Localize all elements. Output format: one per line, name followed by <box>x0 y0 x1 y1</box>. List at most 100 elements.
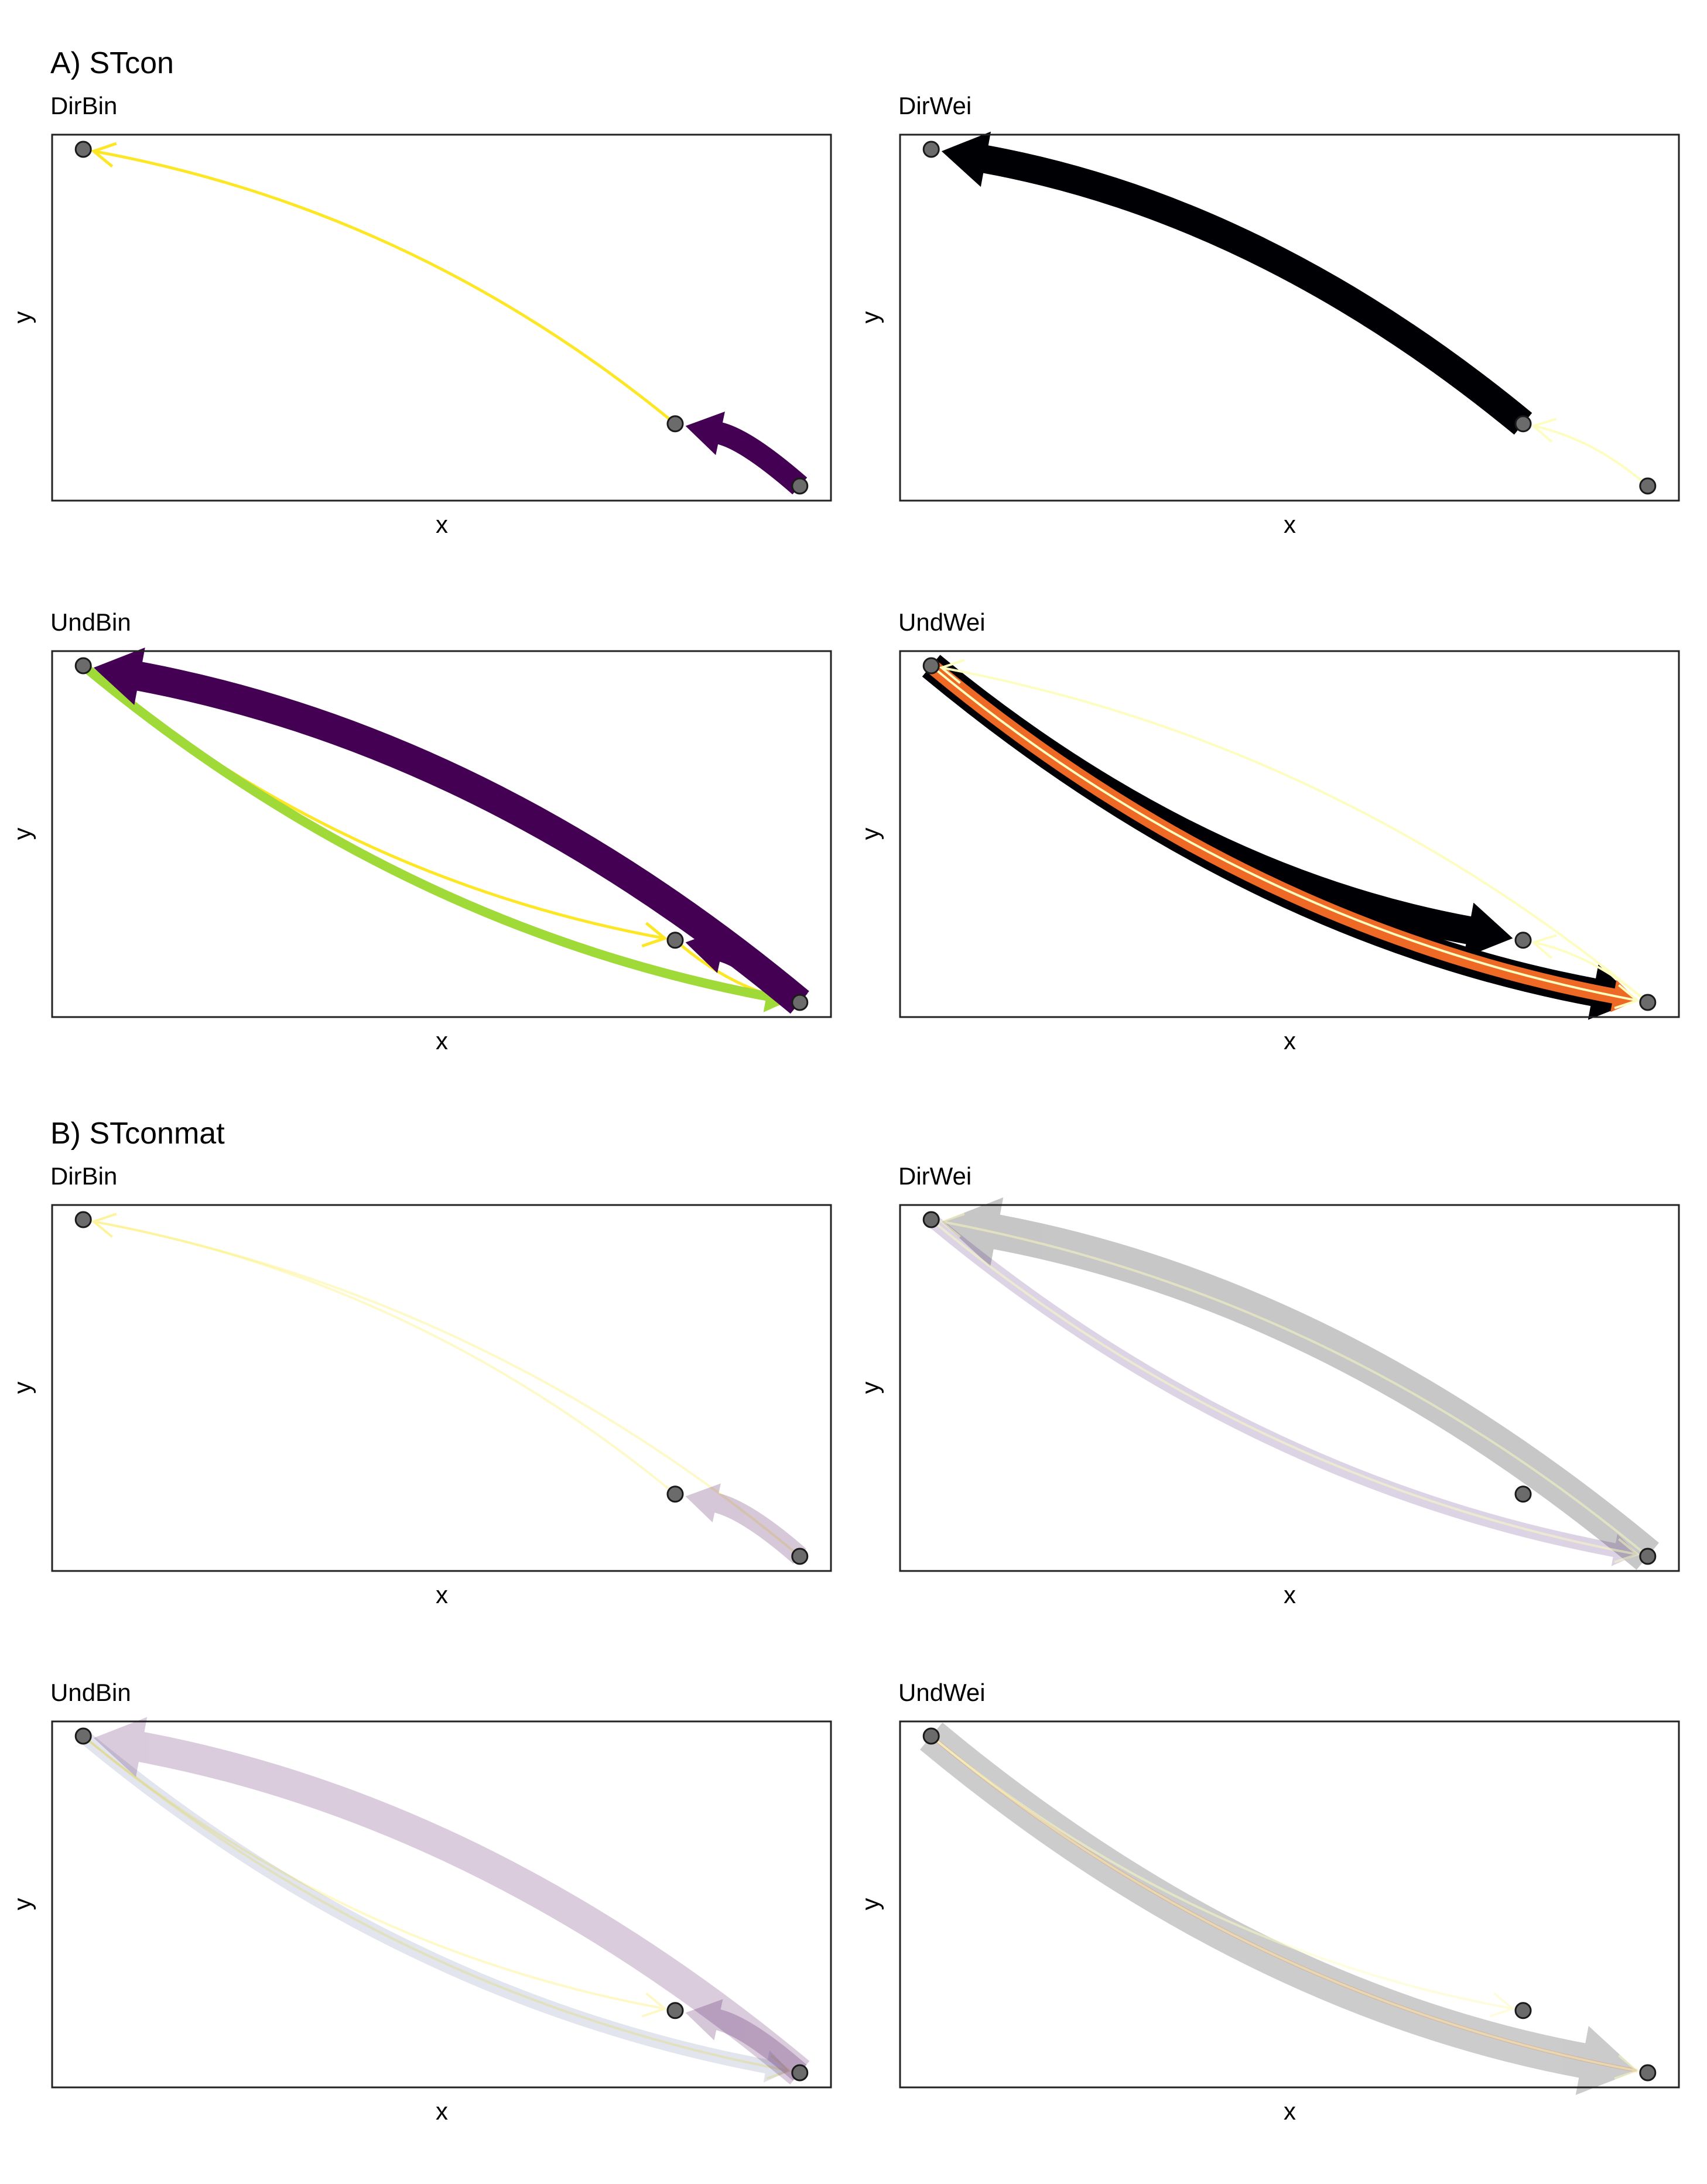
network-node <box>1514 415 1532 433</box>
network-node <box>1514 2002 1532 2019</box>
plot-frame <box>51 133 832 502</box>
network-plot <box>51 133 832 502</box>
network-edge <box>91 1213 801 1557</box>
panel-title: UndBin <box>50 608 131 636</box>
network-edge <box>685 1999 807 2081</box>
network-plot <box>899 650 1680 1020</box>
network-node <box>666 1485 684 1503</box>
network-edge <box>920 1722 1638 2096</box>
network-node <box>922 1211 940 1228</box>
network-edge <box>91 1213 676 1495</box>
x-axis-label: x <box>1284 1027 1296 1055</box>
network-node <box>1514 932 1532 949</box>
network-edge <box>90 142 676 425</box>
y-axis-label: y <box>8 827 36 840</box>
network-edge <box>1531 934 1649 1004</box>
x-axis-label: x <box>1284 1581 1296 1608</box>
network-plot <box>51 647 832 1018</box>
network-node <box>922 1727 940 1745</box>
plot-frame <box>899 650 1680 1018</box>
panel-title: DirWei <box>898 1162 972 1190</box>
panel-title: DirBin <box>50 92 118 119</box>
network-node <box>791 1548 809 1565</box>
network-edge <box>685 411 808 495</box>
network-plot <box>51 1204 832 1572</box>
network-node <box>74 1727 92 1745</box>
x-axis-label: x <box>436 2097 448 2125</box>
panel-title: UndWei <box>898 608 986 636</box>
network-node <box>791 477 809 495</box>
network-node <box>74 141 92 158</box>
network-node <box>666 2002 684 2019</box>
y-axis-label: y <box>8 311 36 323</box>
network-edge <box>930 1218 1640 1563</box>
plot-frame <box>899 1204 1680 1572</box>
network-panel: UndBin x y <box>9 1679 832 2184</box>
network-edge <box>685 1483 806 1564</box>
network-node <box>791 2064 809 2082</box>
network-edge <box>82 665 668 948</box>
network-edge <box>930 665 1640 1009</box>
network-node <box>74 657 92 675</box>
network-edge <box>82 1735 668 2018</box>
network-plot <box>899 1197 1680 1572</box>
network-node <box>922 141 940 158</box>
x-axis-label: x <box>436 1581 448 1608</box>
network-edge <box>82 1735 792 2080</box>
panel-title: UndBin <box>50 1679 131 1706</box>
network-edge <box>922 655 1638 1020</box>
network-panel: DirWei x y <box>857 1162 1680 1668</box>
y-axis-label: y <box>8 1381 36 1394</box>
network-edge <box>930 1735 1516 2018</box>
network-panel: DirWei x y <box>857 92 1680 597</box>
plot-frame <box>899 1720 1680 2089</box>
network-plot <box>899 131 1680 502</box>
network-plot <box>51 1717 832 2089</box>
network-node <box>666 415 684 433</box>
network-edge <box>939 1213 1649 1557</box>
network-panel: UndWei x y <box>857 1679 1680 2184</box>
network-edge <box>926 1214 1638 1566</box>
network-panel: DirBin x y <box>9 1164 832 1668</box>
network-edge <box>685 927 808 1012</box>
network-edge <box>82 665 793 1010</box>
network-panel: UndWei x y <box>857 608 1680 1114</box>
plot-frame <box>51 1204 832 1572</box>
network-node <box>1514 1485 1532 1503</box>
network-edge <box>941 1197 1659 1570</box>
x-axis-label: x <box>1284 511 1296 538</box>
network-node <box>1639 1548 1657 1565</box>
y-axis-label: y <box>856 311 884 323</box>
network-edge <box>1531 417 1649 487</box>
section-title-a: A) STcon <box>50 46 174 80</box>
network-node <box>791 994 809 1011</box>
network-node <box>1639 477 1657 495</box>
y-axis-label: y <box>8 1898 36 1910</box>
network-edge <box>93 647 809 1014</box>
plot-frame <box>51 650 832 1018</box>
network-node <box>1639 994 1657 1011</box>
network-edge <box>930 1735 1640 2080</box>
y-axis-label: y <box>856 1381 884 1394</box>
network-panel: DirBin x y <box>9 92 832 597</box>
plot-frame <box>899 133 1680 502</box>
y-axis-label: y <box>856 1898 884 1910</box>
network-plot <box>899 1720 1680 2096</box>
network-panel: UndBin x y <box>9 608 832 1114</box>
network-edge <box>941 131 1532 435</box>
network-node <box>666 932 684 949</box>
network-node <box>922 657 940 675</box>
network-edge <box>93 1717 810 2084</box>
network-edge <box>78 1730 790 2083</box>
x-axis-label: x <box>436 1027 448 1055</box>
network-node <box>1639 2064 1657 2082</box>
panel-title: DirWei <box>898 92 972 119</box>
network-edge <box>922 655 1513 959</box>
network-edge <box>939 659 1649 1004</box>
network-edge <box>926 660 1638 1012</box>
panel-title: UndWei <box>898 1679 986 1706</box>
network-edge <box>930 1734 1638 2073</box>
network-edge <box>80 662 790 1012</box>
y-axis-label: y <box>856 827 884 840</box>
network-node <box>74 1211 92 1228</box>
